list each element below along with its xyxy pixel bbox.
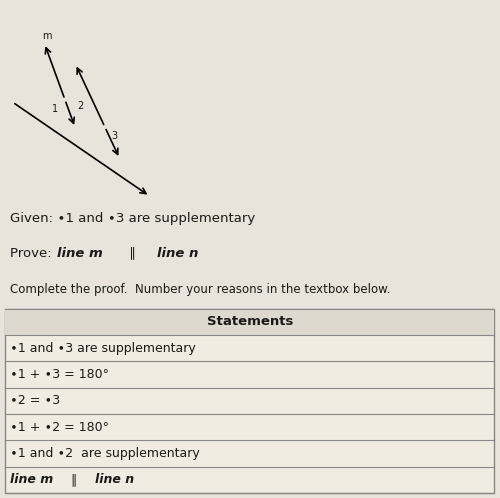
FancyBboxPatch shape [5,309,494,493]
Text: ∥: ∥ [125,247,140,259]
Text: Complete the proof.  Number your reasons in the textbox below.: Complete the proof. Number your reasons … [10,283,390,296]
Text: m: m [42,31,51,41]
Text: line m: line m [10,474,53,487]
Text: line n: line n [158,247,198,259]
Text: 2: 2 [78,101,84,111]
Text: line m: line m [58,247,103,259]
Text: Given: ∙1 and ∙3 are supplementary: Given: ∙1 and ∙3 are supplementary [10,212,255,225]
Text: ∙1 and ∙2  are supplementary: ∙1 and ∙2 are supplementary [10,447,200,460]
Text: Statements: Statements [206,315,293,328]
Text: Prove:: Prove: [10,247,56,259]
Text: 3: 3 [111,131,117,141]
Text: ∥: ∥ [68,474,82,487]
Text: 1: 1 [52,104,59,114]
FancyBboxPatch shape [5,309,494,335]
Text: ∙1 and ∙3 are supplementary: ∙1 and ∙3 are supplementary [10,342,196,355]
Text: ∙1 + ∙3 = 180°: ∙1 + ∙3 = 180° [10,368,109,381]
Text: line n: line n [95,474,134,487]
Text: ∙1 + ∙2 = 180°: ∙1 + ∙2 = 180° [10,421,109,434]
Text: ∙2 = ∙3: ∙2 = ∙3 [10,394,60,407]
